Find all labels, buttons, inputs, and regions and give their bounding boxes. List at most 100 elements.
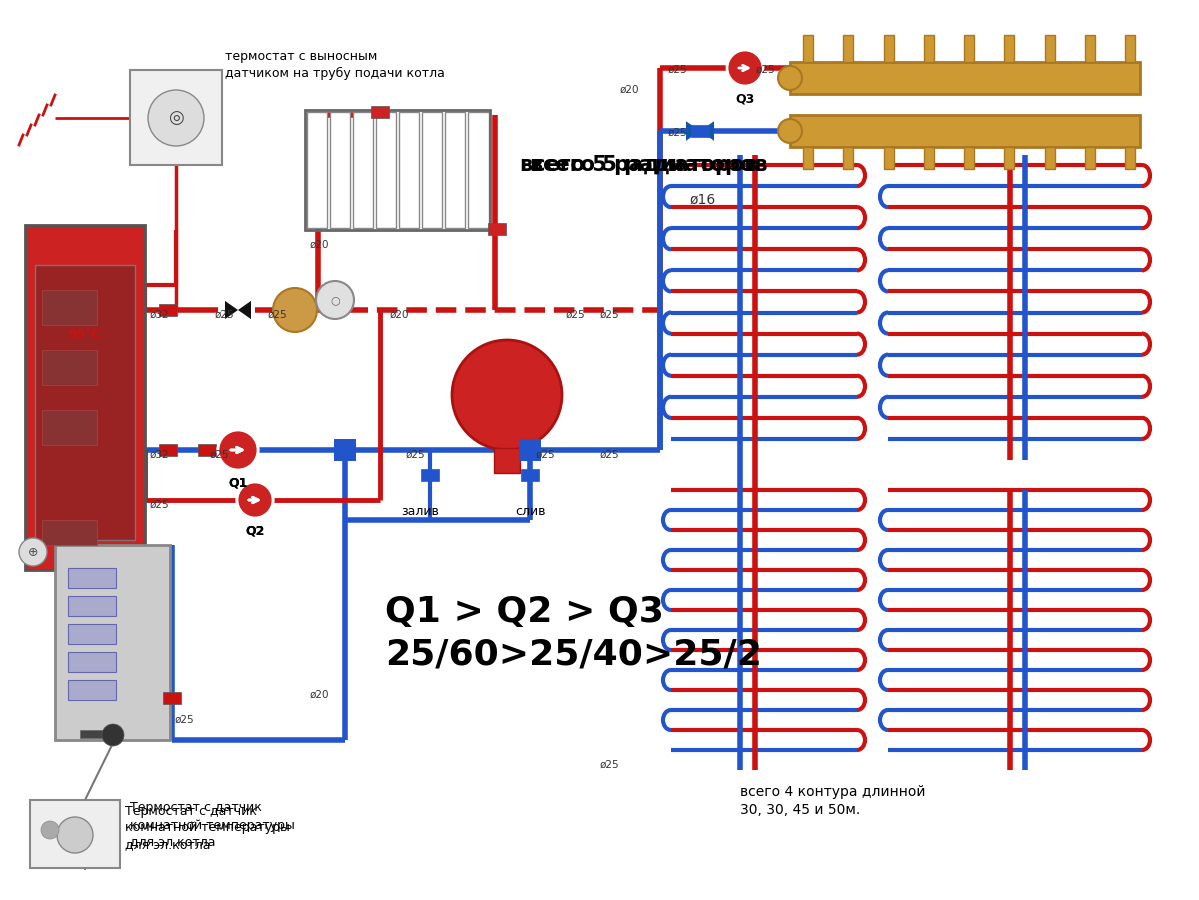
- FancyBboxPatch shape: [843, 35, 854, 62]
- FancyBboxPatch shape: [370, 105, 388, 118]
- FancyBboxPatch shape: [68, 624, 116, 644]
- FancyBboxPatch shape: [923, 35, 934, 62]
- FancyBboxPatch shape: [129, 70, 222, 165]
- FancyBboxPatch shape: [964, 147, 974, 169]
- Circle shape: [19, 538, 47, 566]
- FancyBboxPatch shape: [421, 469, 439, 482]
- Circle shape: [727, 50, 763, 86]
- Text: ø25: ø25: [668, 128, 687, 138]
- FancyBboxPatch shape: [330, 112, 350, 228]
- Circle shape: [102, 724, 123, 746]
- FancyBboxPatch shape: [159, 303, 177, 316]
- FancyBboxPatch shape: [1044, 147, 1054, 169]
- Text: ø25: ø25: [600, 450, 620, 460]
- FancyBboxPatch shape: [469, 112, 488, 228]
- FancyBboxPatch shape: [1005, 147, 1014, 169]
- FancyBboxPatch shape: [307, 112, 326, 228]
- FancyBboxPatch shape: [163, 692, 181, 705]
- Text: ø25: ø25: [668, 65, 687, 75]
- FancyBboxPatch shape: [30, 800, 120, 868]
- FancyBboxPatch shape: [803, 147, 813, 169]
- FancyBboxPatch shape: [843, 147, 854, 169]
- Circle shape: [452, 340, 562, 450]
- Text: ⊕: ⊕: [28, 545, 38, 559]
- FancyBboxPatch shape: [964, 35, 974, 62]
- Text: залив: залив: [400, 505, 439, 518]
- Text: ø16: ø16: [689, 193, 716, 207]
- Text: ø32: ø32: [150, 450, 169, 460]
- Text: ø25: ø25: [405, 450, 424, 460]
- Text: ø25: ø25: [215, 310, 235, 320]
- FancyBboxPatch shape: [923, 147, 934, 169]
- Circle shape: [273, 288, 317, 332]
- FancyBboxPatch shape: [522, 469, 540, 482]
- Circle shape: [237, 482, 273, 518]
- Text: Термостат с датчик
комнатной температуры
для эл.котла: Термостат с датчик комнатной температуры…: [125, 805, 290, 851]
- Circle shape: [778, 119, 802, 143]
- Text: ø32: ø32: [150, 310, 169, 320]
- Circle shape: [147, 90, 204, 146]
- Text: ø25: ø25: [269, 310, 288, 320]
- FancyBboxPatch shape: [68, 680, 116, 700]
- Text: ø20: ø20: [311, 240, 330, 250]
- FancyBboxPatch shape: [42, 410, 97, 445]
- FancyBboxPatch shape: [399, 112, 420, 228]
- Polygon shape: [686, 122, 700, 140]
- Text: всего 5 радиаторов: всего 5 радиаторов: [530, 155, 767, 175]
- FancyBboxPatch shape: [35, 265, 135, 540]
- Polygon shape: [237, 301, 251, 320]
- Text: ø25: ø25: [600, 310, 620, 320]
- Text: Q2: Q2: [246, 525, 265, 538]
- FancyBboxPatch shape: [1044, 35, 1054, 62]
- Circle shape: [237, 482, 273, 518]
- Text: Q1: Q1: [228, 477, 248, 490]
- FancyBboxPatch shape: [494, 448, 520, 473]
- FancyBboxPatch shape: [42, 290, 97, 325]
- Text: Q1 > Q2 > Q3
25/60>25/40>25/2: Q1 > Q2 > Q3 25/60>25/40>25/2: [385, 595, 761, 671]
- FancyBboxPatch shape: [375, 112, 396, 228]
- Text: термостат с выносным
датчиком на трубу подачи котла: термостат с выносным датчиком на трубу п…: [225, 50, 445, 80]
- Circle shape: [218, 430, 258, 470]
- FancyBboxPatch shape: [42, 520, 97, 545]
- FancyBboxPatch shape: [884, 35, 893, 62]
- Text: всего 5 радиаторов: всего 5 радиаторов: [520, 155, 758, 175]
- Text: ø25: ø25: [535, 450, 555, 460]
- Text: ø20: ø20: [311, 690, 330, 700]
- Text: Q3: Q3: [735, 92, 754, 105]
- FancyBboxPatch shape: [335, 439, 356, 461]
- Text: всего 4 контура длинной
30, 30, 45 и 50м.: всего 4 контура длинной 30, 30, 45 и 50м…: [740, 785, 926, 817]
- FancyBboxPatch shape: [198, 444, 216, 456]
- FancyBboxPatch shape: [790, 115, 1140, 147]
- FancyBboxPatch shape: [159, 444, 177, 456]
- Text: ø25: ø25: [565, 310, 585, 320]
- FancyBboxPatch shape: [25, 225, 145, 570]
- FancyBboxPatch shape: [790, 62, 1140, 94]
- Text: ø20: ø20: [390, 310, 410, 320]
- Text: слив: слив: [514, 505, 546, 518]
- FancyBboxPatch shape: [1125, 147, 1135, 169]
- Circle shape: [41, 821, 59, 839]
- Text: ø25: ø25: [210, 450, 230, 460]
- FancyBboxPatch shape: [803, 35, 813, 62]
- FancyBboxPatch shape: [519, 439, 541, 461]
- FancyBboxPatch shape: [68, 568, 116, 588]
- Text: 95°С: 95°С: [68, 328, 102, 341]
- FancyBboxPatch shape: [445, 112, 465, 228]
- FancyBboxPatch shape: [691, 125, 709, 138]
- FancyBboxPatch shape: [55, 545, 170, 740]
- Text: ø25: ø25: [757, 65, 776, 75]
- FancyBboxPatch shape: [353, 112, 373, 228]
- Circle shape: [778, 66, 802, 90]
- FancyBboxPatch shape: [1085, 147, 1095, 169]
- FancyBboxPatch shape: [1085, 35, 1095, 62]
- FancyBboxPatch shape: [1005, 35, 1014, 62]
- Text: ø25: ø25: [150, 500, 169, 510]
- Text: Термостат с датчик
комнатной температуры
для эл.котла: Термостат с датчик комнатной температуры…: [129, 802, 295, 849]
- Polygon shape: [700, 122, 713, 140]
- FancyBboxPatch shape: [422, 112, 442, 228]
- Circle shape: [317, 281, 354, 319]
- FancyBboxPatch shape: [68, 652, 116, 672]
- FancyBboxPatch shape: [80, 730, 120, 738]
- Circle shape: [58, 817, 94, 853]
- Text: ○: ○: [330, 295, 339, 305]
